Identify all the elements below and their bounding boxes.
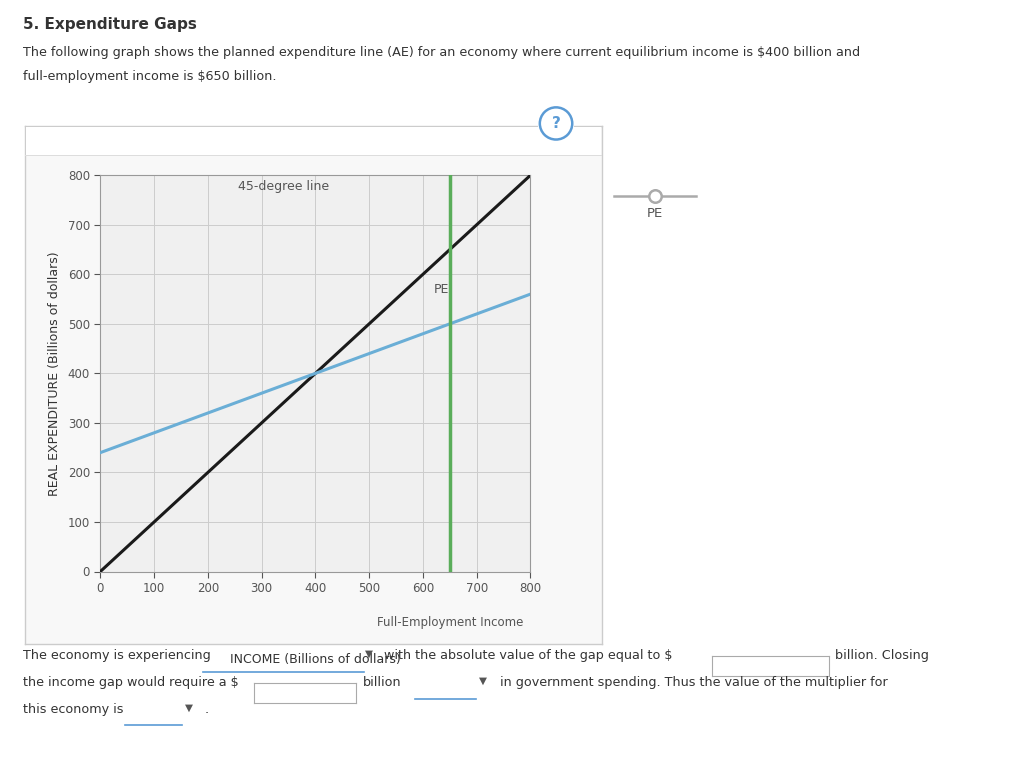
- Text: with the absolute value of the gap equal to $: with the absolute value of the gap equal…: [384, 649, 673, 662]
- Text: .: .: [205, 703, 209, 716]
- Text: PE: PE: [434, 283, 450, 296]
- Text: The economy is experiencing: The economy is experiencing: [23, 649, 210, 662]
- Text: billion. Closing: billion. Closing: [835, 649, 929, 662]
- Y-axis label: REAL EXPENDITURE (Billions of dollars): REAL EXPENDITURE (Billions of dollars): [48, 251, 60, 496]
- Text: The following graph shows the planned expenditure line (AE) for an economy where: The following graph shows the planned ex…: [23, 46, 860, 59]
- Text: ▼: ▼: [185, 703, 194, 712]
- Text: PE: PE: [647, 207, 664, 220]
- Text: Full-Employment Income: Full-Employment Income: [377, 616, 523, 629]
- Text: 45-degree line: 45-degree line: [238, 180, 329, 194]
- Text: 5. Expenditure Gaps: 5. Expenditure Gaps: [23, 17, 197, 32]
- Text: billion: billion: [362, 676, 401, 689]
- Text: this economy is: this economy is: [23, 703, 123, 716]
- Text: the income gap would require a $: the income gap would require a $: [23, 676, 239, 689]
- Text: ?: ?: [552, 116, 560, 131]
- Text: ▼: ▼: [479, 676, 487, 686]
- Text: in government spending. Thus the value of the multiplier for: in government spending. Thus the value o…: [500, 676, 888, 689]
- X-axis label: INCOME (Billions of dollars): INCOME (Billions of dollars): [230, 653, 400, 666]
- Text: ▼: ▼: [365, 649, 373, 659]
- Text: full-employment income is $650 billion.: full-employment income is $650 billion.: [23, 70, 276, 83]
